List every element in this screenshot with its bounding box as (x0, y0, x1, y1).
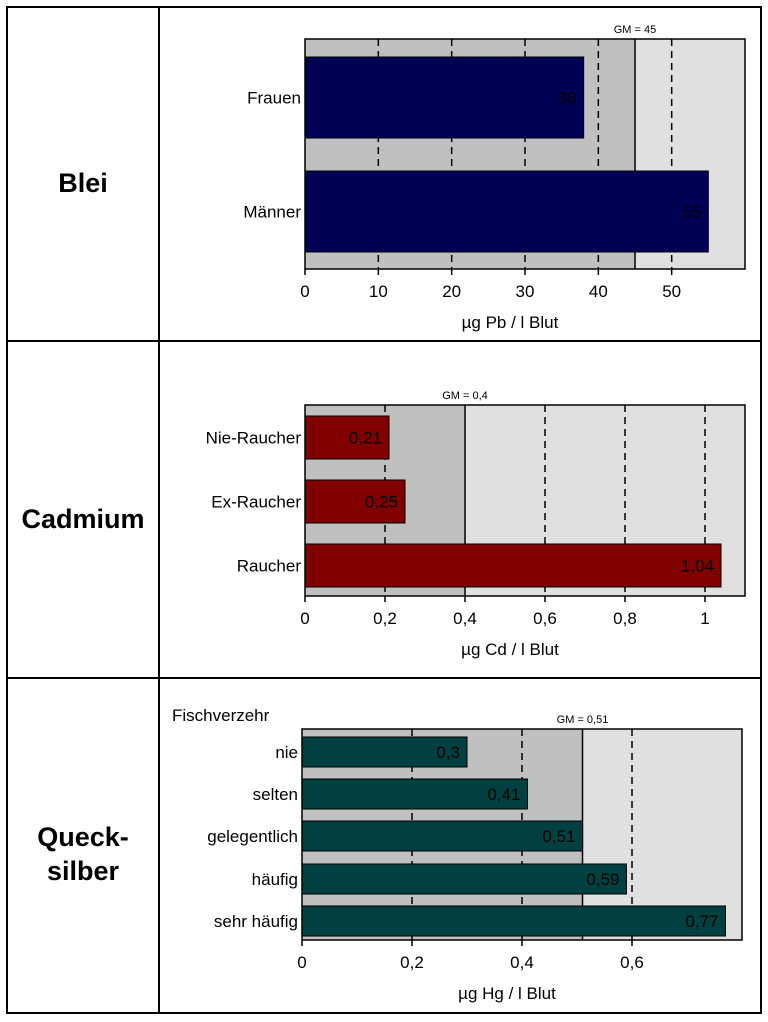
plot-frame (304, 404, 746, 597)
bar (301, 736, 468, 768)
x-tick-label: 0 (297, 953, 306, 972)
gm-label: GM = 0,51 (557, 714, 609, 726)
bar-value-label: 0,21 (349, 429, 382, 448)
x-tick-label: 20 (442, 282, 461, 301)
x-tick-label: 0,2 (400, 953, 424, 972)
bar (304, 56, 585, 139)
gm-label: GM = 0,4 (442, 390, 488, 402)
x-tick-label: 0,4 (510, 953, 534, 972)
bar-value-label: 1,04 (681, 557, 714, 576)
x-tick-label: 0 (300, 282, 309, 301)
category-label: nie (275, 743, 298, 762)
category-label: selten (253, 785, 298, 804)
metal-name: Blei (58, 168, 108, 198)
x-tick-label: 0,6 (620, 953, 644, 972)
x-axis-title: µg Hg / l Blut (458, 984, 556, 1003)
metal-name: Queck- (37, 822, 129, 852)
x-tick-label: 0,8 (613, 609, 637, 628)
bar-value-label: 0,25 (365, 493, 398, 512)
group-label: Fischverzehr (172, 706, 270, 725)
bar (301, 863, 627, 895)
x-tick-label: 40 (589, 282, 608, 301)
x-tick-label: 10 (369, 282, 388, 301)
bar (301, 820, 583, 852)
x-axis-title: µg Pb / l Blut (462, 313, 559, 332)
bar (304, 543, 722, 588)
metal-name: silber (47, 856, 120, 886)
x-tick-label: 0,2 (373, 609, 397, 628)
category-label: sehr häufig (214, 912, 298, 931)
bar-value-label: 0,41 (487, 785, 520, 804)
bar-value-label: 0,59 (586, 870, 619, 889)
x-tick-label: 30 (516, 282, 535, 301)
x-tick-label: 0 (300, 609, 309, 628)
category-label: häufig (252, 870, 298, 889)
x-tick-label: 0,4 (453, 609, 477, 628)
table-frame (6, 6, 762, 1014)
category-label: Nie-Raucher (206, 429, 302, 448)
category-label: Raucher (237, 557, 302, 576)
x-tick-label: 1 (700, 609, 709, 628)
bar-value-label: 55 (682, 203, 701, 222)
bar-value-label: 0,51 (542, 827, 575, 846)
category-label: Frauen (247, 89, 301, 108)
bar-value-label: 0,77 (685, 912, 718, 931)
category-label: gelegentlich (207, 827, 298, 846)
x-tick-label: 50 (662, 282, 681, 301)
bar (301, 905, 726, 937)
x-axis-title: µg Cd / l Blut (461, 640, 559, 659)
chart-panel: Queck-silber GM = 0,51 0,3 nie 0,41 selten 0,5… (37, 706, 743, 1003)
bar (301, 778, 528, 810)
bar-value-label: 38 (558, 89, 577, 108)
metal-name: Cadmium (21, 504, 144, 534)
bar-value-label: 0,3 (436, 743, 460, 762)
category-label: Männer (243, 203, 301, 222)
gm-label: GM = 45 (614, 24, 657, 36)
chart-panel: Blei GM = 45 38 Frauen 55 Männer 0 10 20 30 40 50 µg… (58, 24, 746, 332)
bar (304, 170, 709, 253)
x-tick-label: 0,6 (533, 609, 557, 628)
category-label: Ex-Raucher (211, 493, 301, 512)
